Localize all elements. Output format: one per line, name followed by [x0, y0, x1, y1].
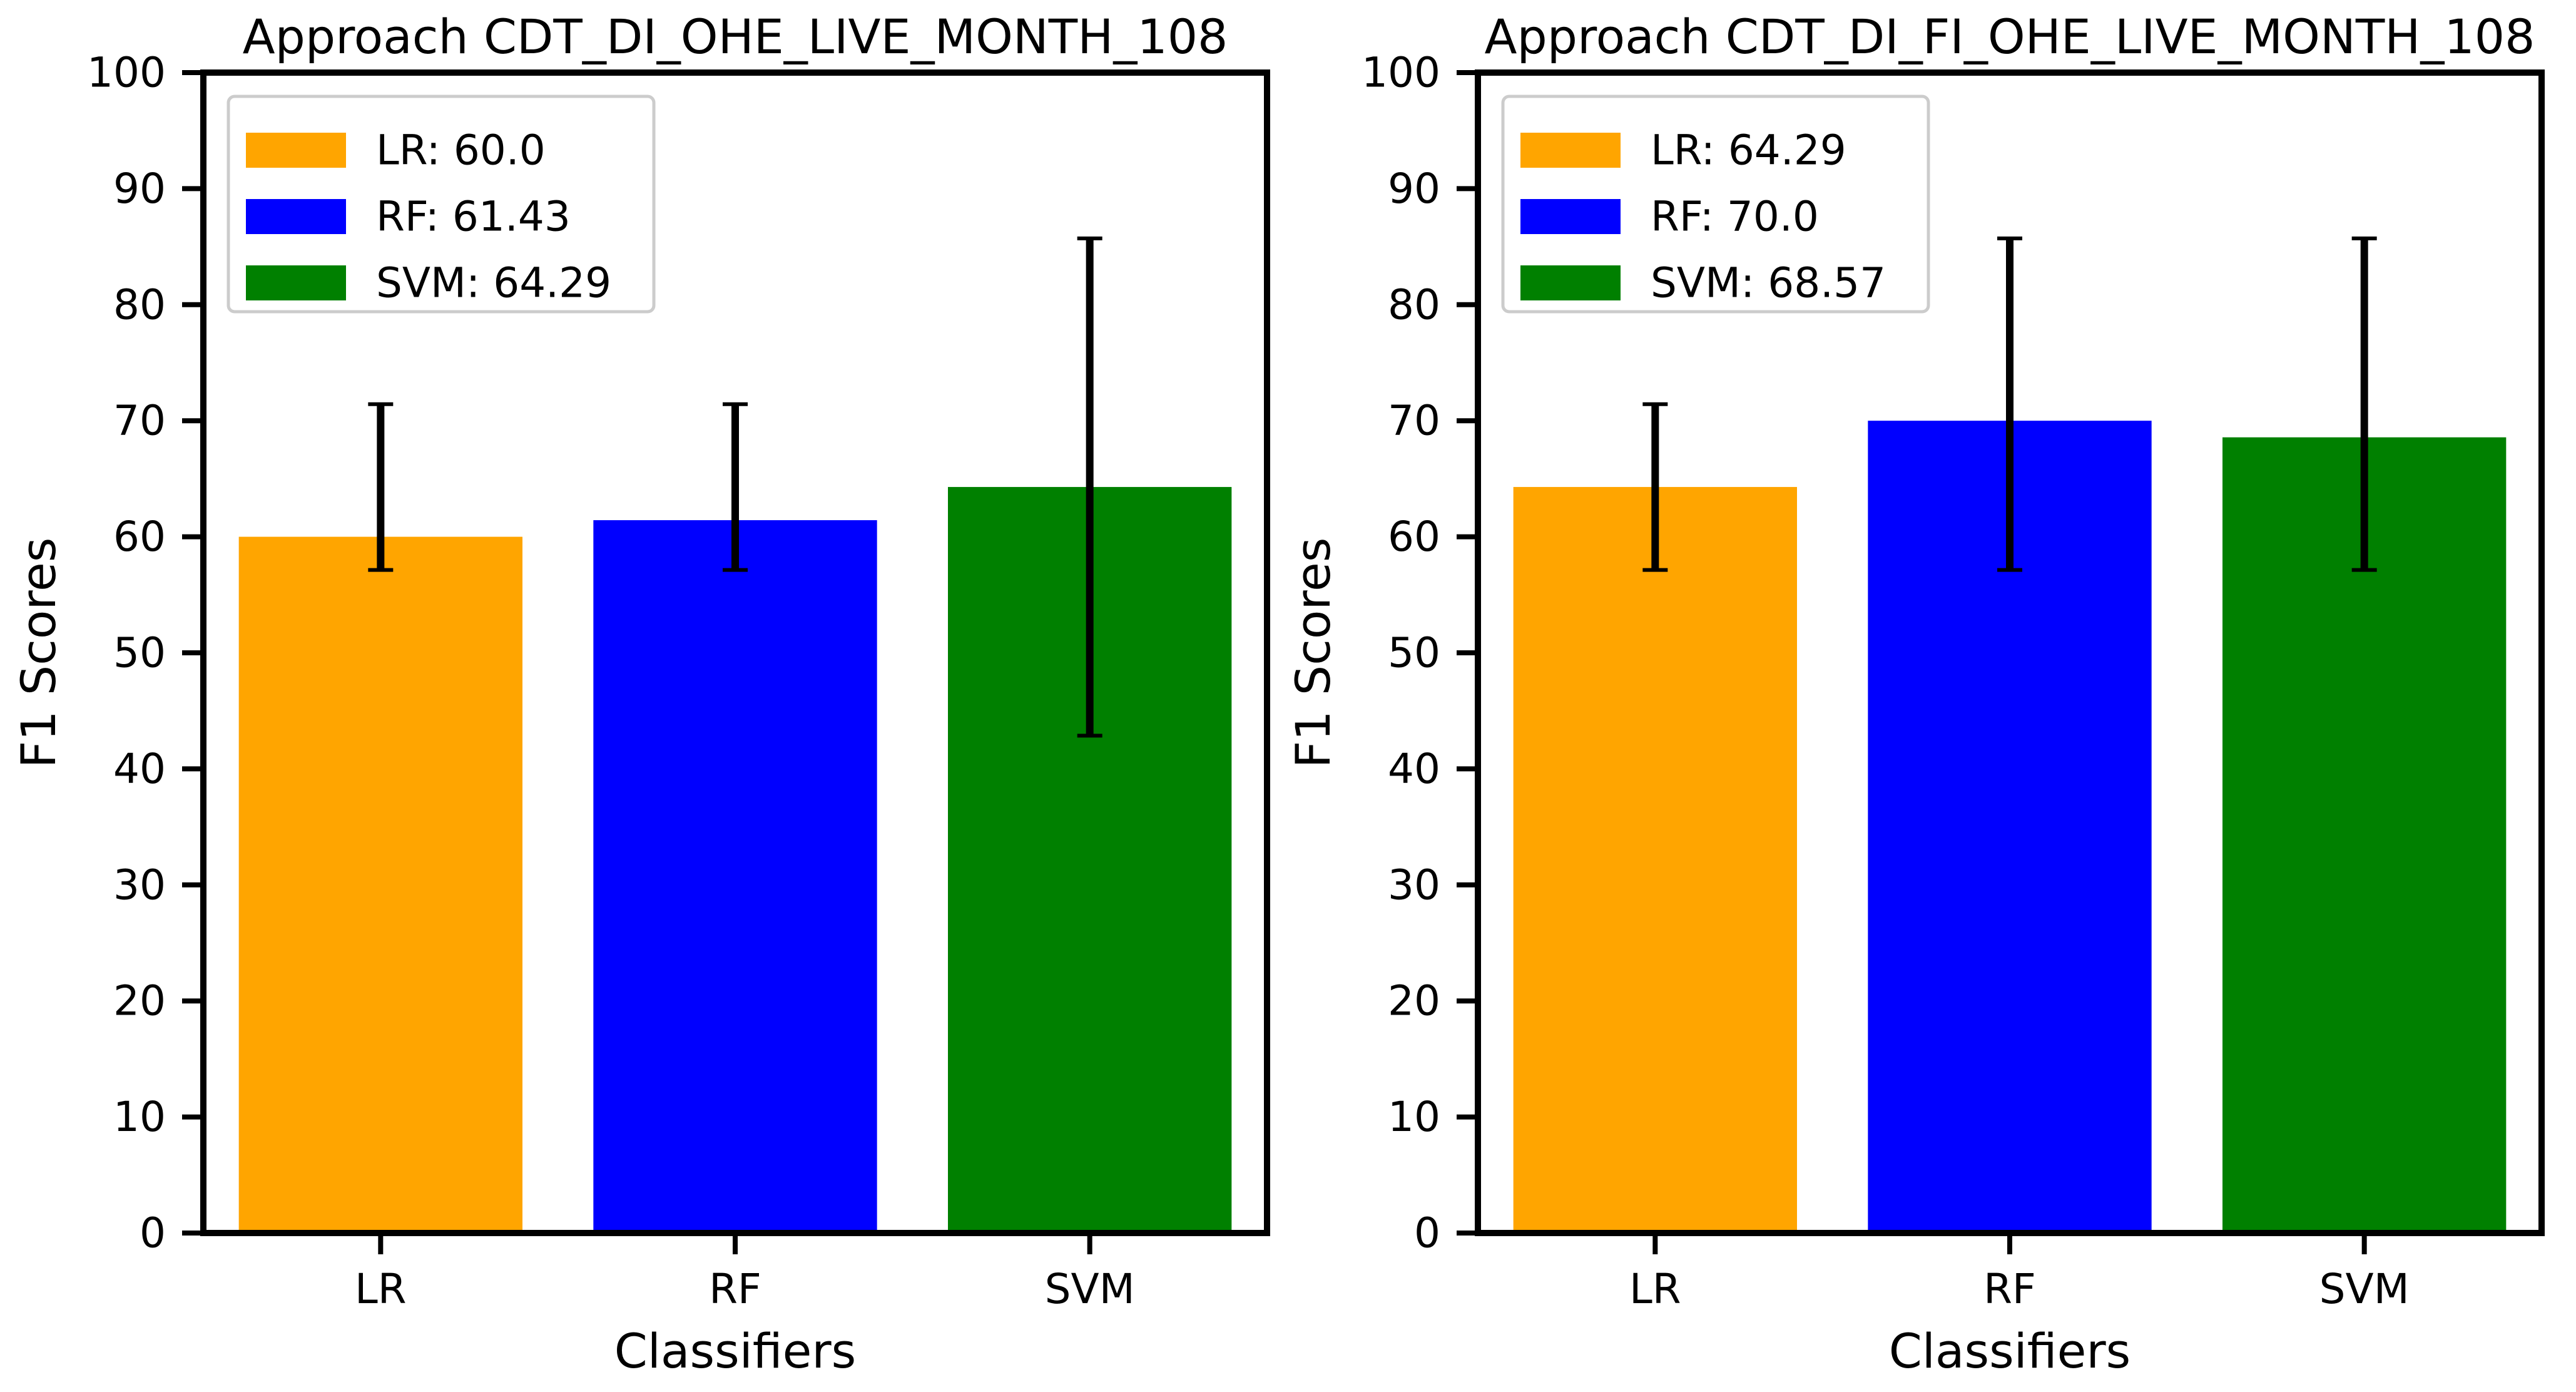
y-tick-label: 70 [1388, 397, 1440, 445]
y-tick-label: 90 [113, 165, 166, 213]
y-tick-label: 20 [1388, 977, 1440, 1025]
legend-label-svm: SVM: 68.57 [1651, 259, 1886, 307]
y-tick-label: 40 [1388, 745, 1440, 793]
x-axis-label: Classifiers [1889, 1323, 2131, 1379]
legend-swatch-svm [246, 265, 346, 300]
chart-panel-1: 0 10 20 30 40 50 60 70 80 90 100 LR RF SVM Classifiers… [11, 9, 1270, 1379]
legend-swatch-lr [1520, 133, 1621, 168]
y-tick-label: 70 [113, 397, 166, 445]
y-tick-label: 60 [113, 513, 166, 561]
y-tick-label: 50 [113, 629, 166, 677]
chart-title: Approach CDT_DI_FI_OHE_LIVE_MONTH_108 [1485, 9, 2535, 64]
x-axis-label: Classifiers [614, 1323, 857, 1379]
legend-label-svm: SVM: 64.29 [376, 259, 611, 307]
y-tick-label: 50 [1388, 629, 1440, 677]
y-tick-label: 60 [1388, 513, 1440, 561]
x-tick-label-rf: RF [709, 1265, 761, 1313]
x-tick-label-lr: LR [355, 1265, 407, 1313]
legend-label-rf: RF: 70.0 [1651, 193, 1819, 241]
legend: LR: 64.29 RF: 70.0 SVM: 68.57 [1501, 95, 1930, 314]
y-tick-label: 80 [113, 280, 166, 329]
legend-swatch-rf [1520, 199, 1621, 234]
y-axis-label: F1 Scores [11, 538, 66, 769]
legend-swatch-svm [1520, 265, 1621, 300]
legend-label-rf: RF: 61.43 [376, 193, 571, 241]
y-tick-label: 80 [1388, 280, 1440, 329]
x-tick-label-rf: RF [1983, 1265, 2036, 1313]
y-tick-label: 20 [113, 977, 166, 1025]
legend-swatch-rf [246, 199, 346, 234]
legend: LR: 60.0 RF: 61.43 SVM: 64.29 [227, 95, 656, 314]
y-tick-label: 100 [87, 49, 166, 97]
x-tick-label-svm: SVM [1045, 1265, 1135, 1313]
legend-label-lr: LR: 60.0 [376, 126, 546, 175]
legend-swatch-lr [246, 133, 346, 168]
y-tick-label: 10 [113, 1093, 166, 1141]
y-tick-label: 40 [113, 745, 166, 793]
chart-panel-2: 0 10 20 30 40 50 60 70 80 90 100 LR RF SVM Classifiers… [1285, 9, 2545, 1379]
x-tick-label-lr: LR [1629, 1265, 1681, 1313]
y-tick-label: 0 [1414, 1209, 1440, 1257]
y-tick-label: 100 [1362, 49, 1440, 97]
y-tick-label: 0 [140, 1209, 166, 1257]
x-tick-label-svm: SVM [2319, 1265, 2410, 1313]
y-tick-label: 30 [113, 861, 166, 909]
chart-title: Approach CDT_DI_OHE_LIVE_MONTH_108 [243, 9, 1228, 64]
y-tick-label: 30 [1388, 861, 1440, 909]
bar-lr [238, 536, 522, 1233]
y-tick-label: 90 [1388, 165, 1440, 213]
legend-label-lr: LR: 64.29 [1651, 126, 1846, 175]
bar-rf [593, 520, 877, 1233]
y-tick-label: 10 [1388, 1093, 1440, 1141]
bar-lr [1513, 487, 1797, 1233]
y-axis-label: F1 Scores [1285, 538, 1341, 769]
